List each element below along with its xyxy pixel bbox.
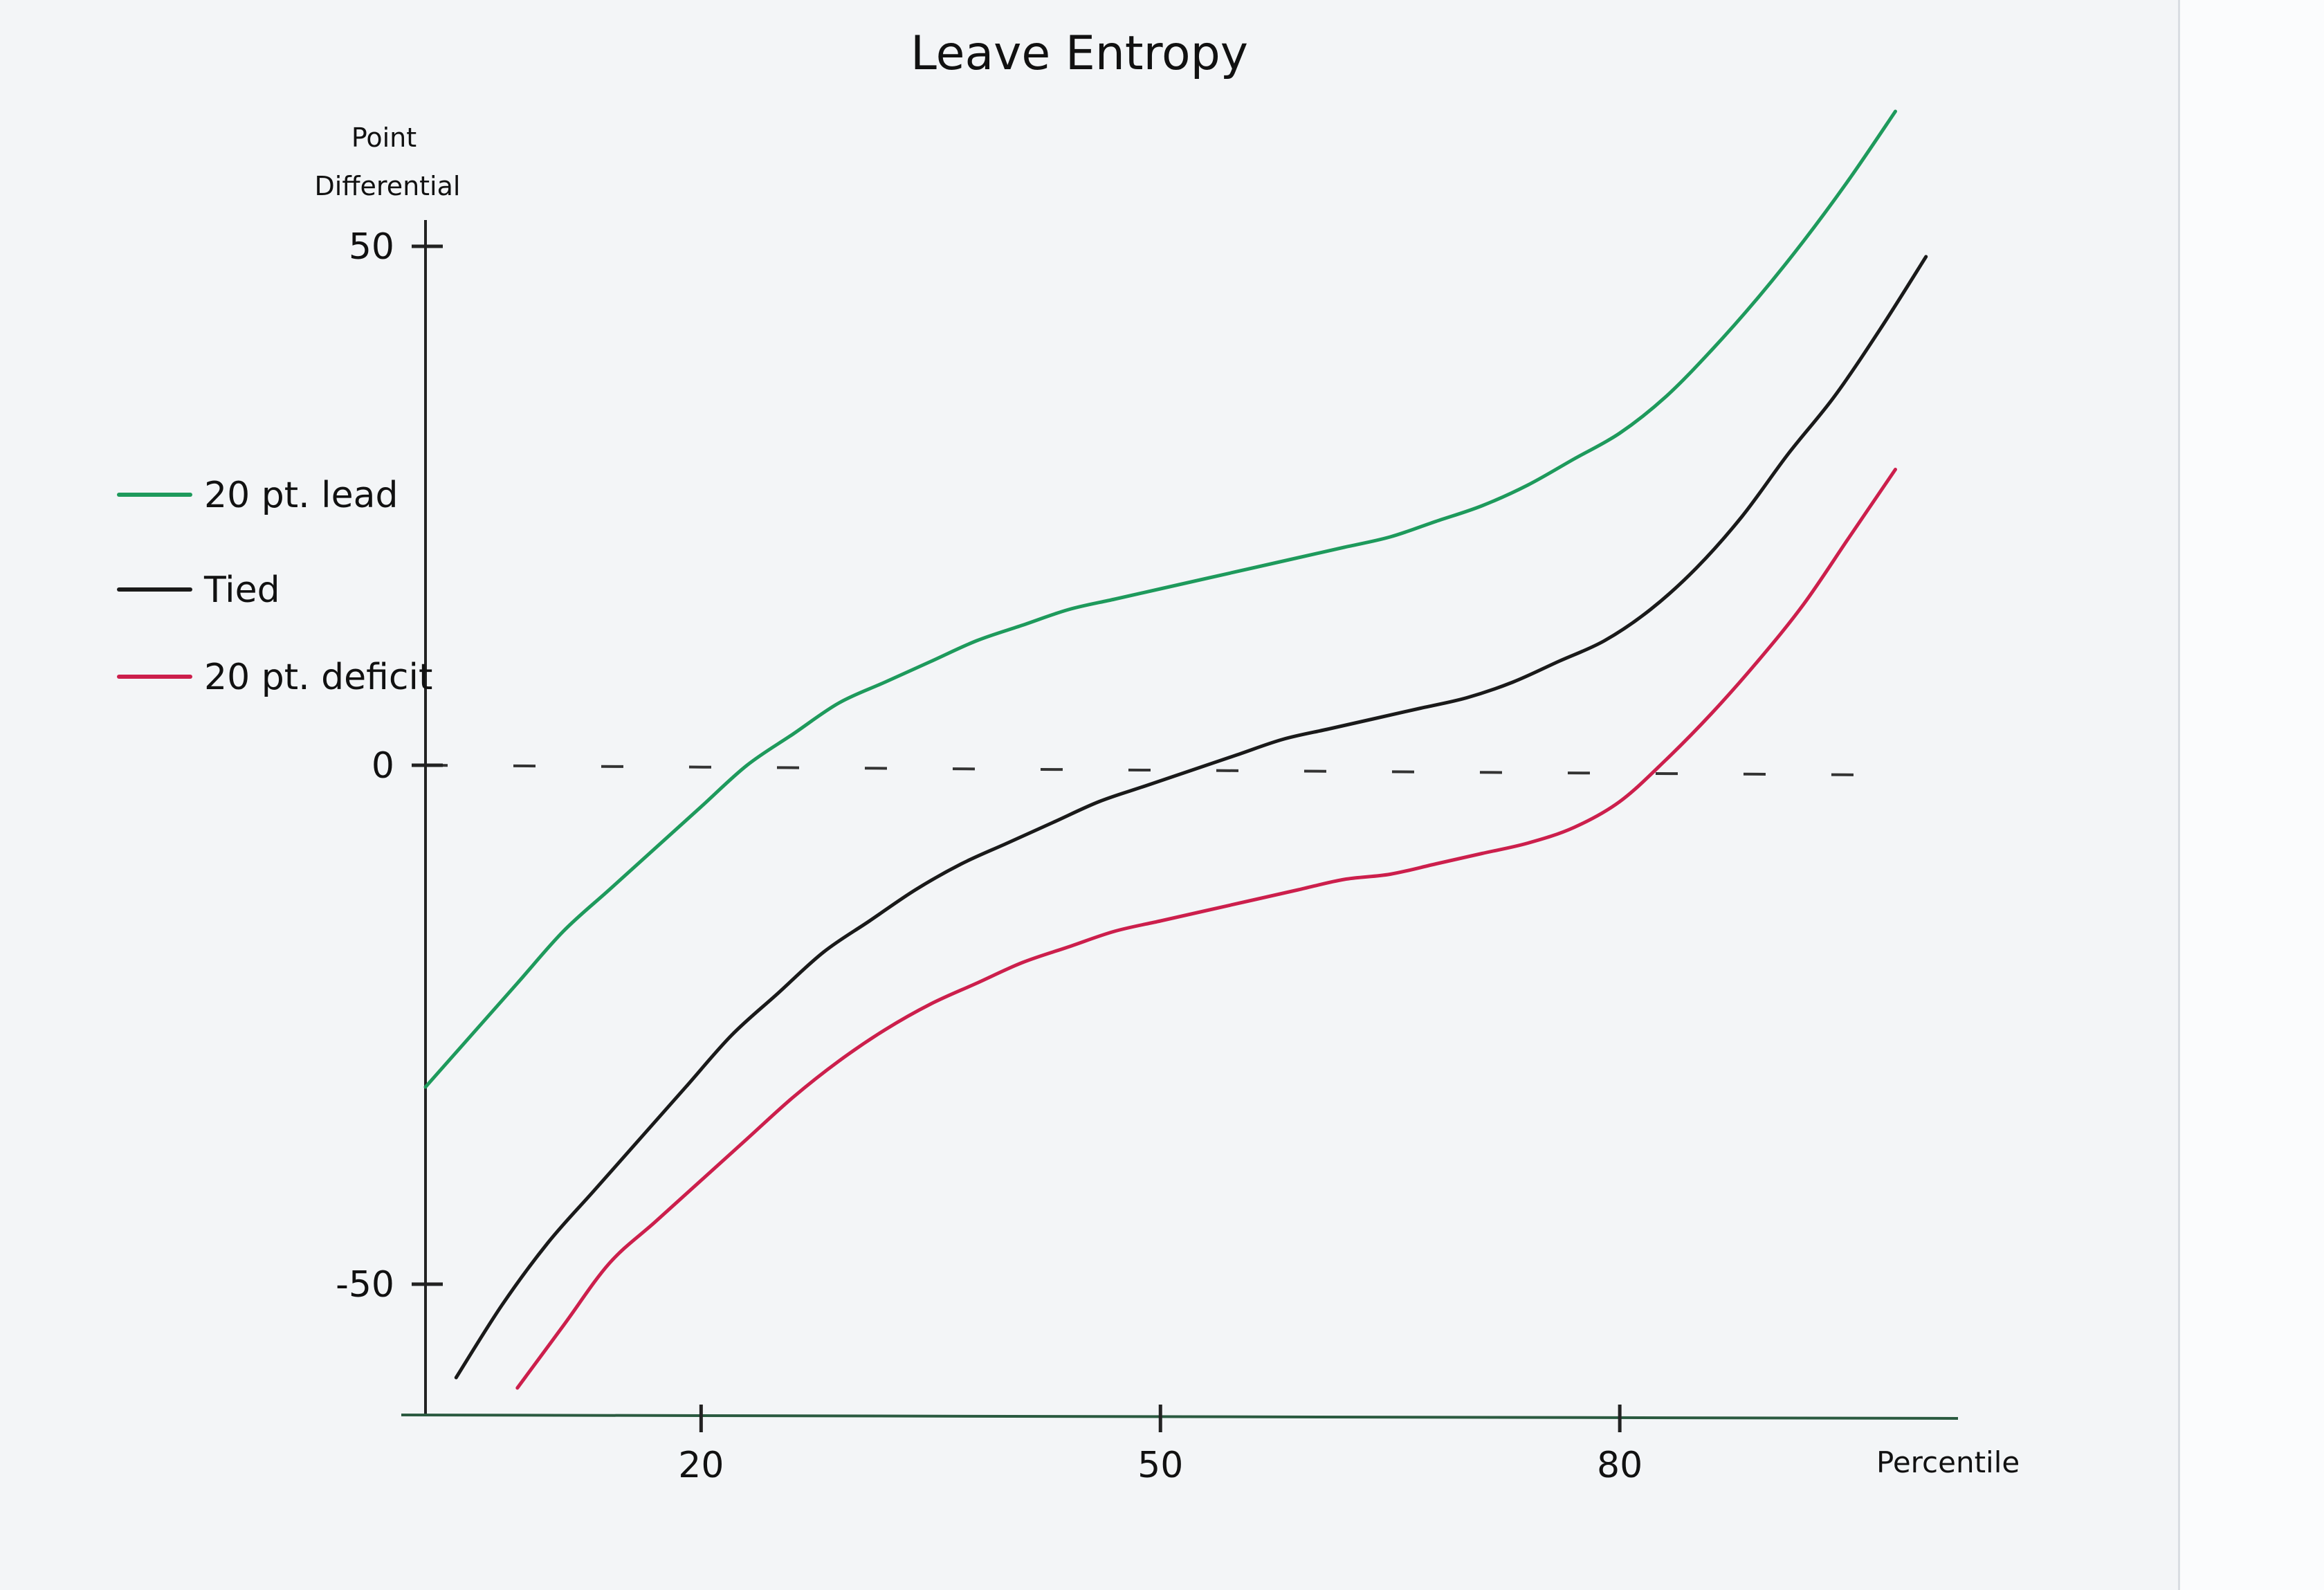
x-axis-label: Percentile [1876, 1445, 2020, 1479]
legend-label-tied: Tied [203, 569, 280, 611]
scan-edge [2178, 0, 2324, 1590]
y-ticks: 50 0 -50 [336, 226, 443, 1306]
x-tick-label: 50 [1137, 1445, 1183, 1486]
series-layer [423, 109, 1928, 1390]
y-tick-label: 50 [349, 226, 394, 268]
legend: 20 pt. lead Tied 20 pt. deficit [117, 475, 432, 698]
y-axis-label-line-2: Differential [315, 171, 461, 201]
series-line-tied [454, 255, 1928, 1380]
y-tick-label: -50 [336, 1264, 394, 1306]
series-line-20-pt-lead [423, 109, 1897, 1089]
paper-sheet [0, 0, 2178, 1590]
x-tick-label: 80 [1597, 1445, 1643, 1486]
x-axis [401, 1414, 1959, 1420]
line-chart: Leave Entropy Point Differential 500-50 … [117, 26, 2020, 1486]
x-tick-label: 20 [678, 1445, 724, 1486]
legend-label-20-pt-deficit: 20 pt. deficit [204, 657, 432, 698]
zero-line [425, 764, 1869, 776]
legend-label-20-pt-lead: 20 pt. lead [204, 475, 398, 516]
series-line-20-pt-deficit [515, 468, 1897, 1390]
x-ticks: 20 50 80 [678, 1405, 1643, 1486]
chart-title: Leave Entropy [911, 26, 1248, 81]
y-axis-label-line-1: Point [351, 122, 417, 153]
y-tick-label: 0 [372, 745, 394, 787]
